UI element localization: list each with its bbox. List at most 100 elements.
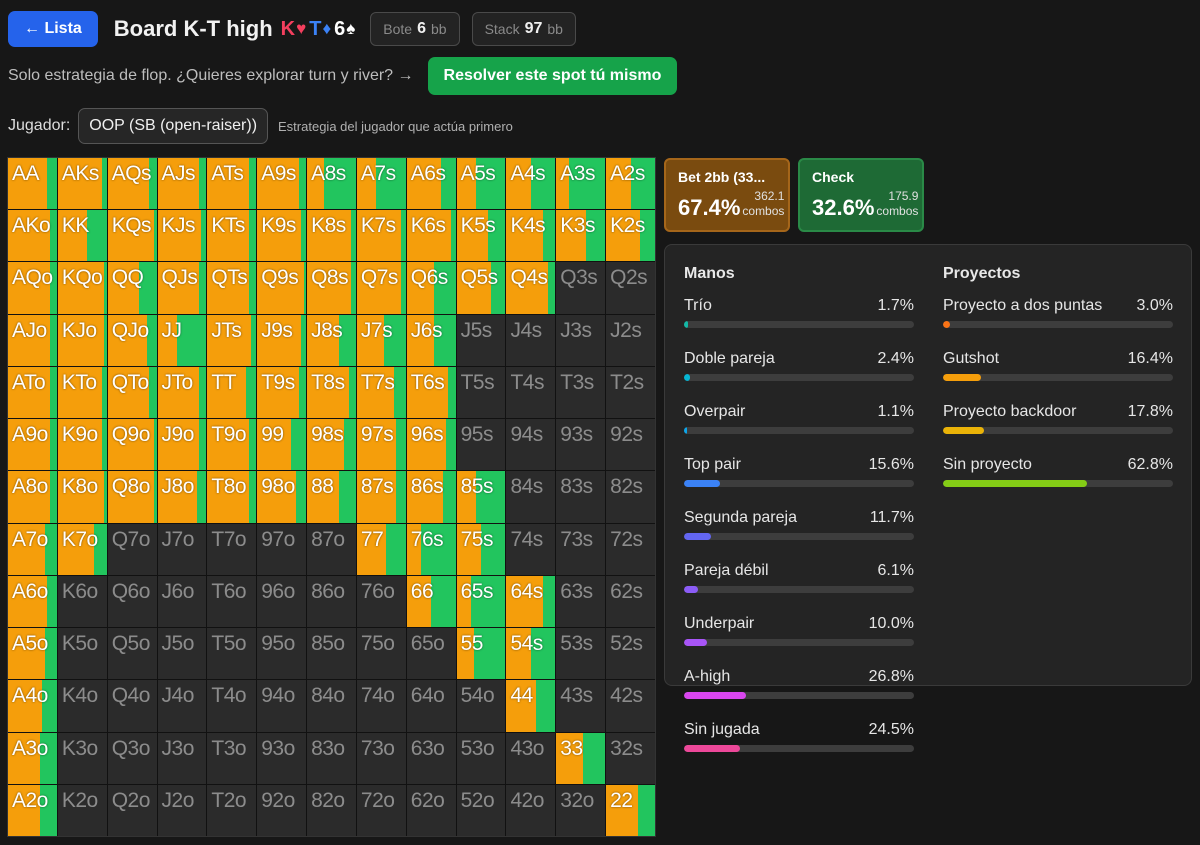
hand-cell[interactable]: J5o xyxy=(157,628,207,680)
hand-cell[interactable]: 64o xyxy=(406,680,456,732)
hand-cell[interactable]: J6o xyxy=(157,575,207,628)
hand-cell[interactable]: K3o xyxy=(57,732,107,784)
hand-cell[interactable]: Q9o xyxy=(107,419,157,471)
hand-cell[interactable]: 86o xyxy=(307,575,356,628)
hand-cell[interactable]: KJs xyxy=(157,210,207,262)
hand-cell[interactable]: KTo xyxy=(57,366,107,419)
hand-cell[interactable]: 73s xyxy=(556,523,606,575)
solve-spot-button[interactable]: Resolver este spot tú mismo xyxy=(427,57,678,95)
hand-cell[interactable]: 55 xyxy=(456,628,506,680)
hand-cell[interactable]: 53o xyxy=(456,732,506,784)
hand-cell[interactable]: 53s xyxy=(556,628,606,680)
hand-cell[interactable]: 87o xyxy=(307,523,356,575)
hand-cell[interactable]: Q7o xyxy=(107,523,157,575)
hand-cell[interactable]: A4s xyxy=(506,158,556,210)
hand-cell[interactable]: T5s xyxy=(456,366,506,419)
hand-cell[interactable]: 63s xyxy=(556,575,606,628)
hand-cell[interactable]: JTo xyxy=(157,366,207,419)
hand-cell[interactable]: T8o xyxy=(207,471,257,523)
hand-cell[interactable]: A4o xyxy=(8,680,57,732)
hand-cell[interactable]: A5o xyxy=(8,628,57,680)
hand-cell[interactable]: 72s xyxy=(606,523,655,575)
hand-cell[interactable]: Q6o xyxy=(107,575,157,628)
hand-cell[interactable]: 64s xyxy=(506,575,556,628)
hand-cell[interactable]: J8s xyxy=(307,314,356,366)
hand-cell[interactable]: 33 xyxy=(556,732,606,784)
hand-cell[interactable]: 43s xyxy=(556,680,606,732)
hand-cell[interactable]: T4s xyxy=(506,366,556,419)
hand-cell[interactable]: JTs xyxy=(207,314,257,366)
hand-cell[interactable]: 76o xyxy=(356,575,406,628)
hand-cell[interactable]: Q8o xyxy=(107,471,157,523)
hand-cell[interactable]: KQo xyxy=(57,262,107,314)
hand-cell[interactable]: ATs xyxy=(207,158,257,210)
hand-cell[interactable]: AKo xyxy=(8,210,57,262)
hand-cell[interactable]: QQ xyxy=(107,262,157,314)
hand-cell[interactable]: 95o xyxy=(257,628,307,680)
hand-cell[interactable]: J2s xyxy=(606,314,655,366)
hand-cell[interactable]: 82s xyxy=(606,471,655,523)
hand-cell[interactable]: A2o xyxy=(8,784,57,836)
hand-cell[interactable]: 83o xyxy=(307,732,356,784)
hand-cell[interactable]: T7o xyxy=(207,523,257,575)
hand-cell[interactable]: KK xyxy=(57,210,107,262)
hand-cell[interactable]: T7s xyxy=(356,366,406,419)
hand-cell[interactable]: 63o xyxy=(406,732,456,784)
hand-cell[interactable]: T4o xyxy=(207,680,257,732)
hand-cell[interactable]: K2s xyxy=(606,210,655,262)
hand-cell[interactable]: J3s xyxy=(556,314,606,366)
hand-cell[interactable]: 88 xyxy=(307,471,356,523)
hand-cell[interactable]: A5s xyxy=(456,158,506,210)
hand-cell[interactable]: 98o xyxy=(257,471,307,523)
hand-cell[interactable]: K6o xyxy=(57,575,107,628)
player-select[interactable]: OOP (SB (open-raiser)) xyxy=(78,108,269,144)
hand-cell[interactable]: 62o xyxy=(406,784,456,836)
hand-cell[interactable]: T2s xyxy=(606,366,655,419)
hand-cell[interactable]: K5s xyxy=(456,210,506,262)
hand-cell[interactable]: A9o xyxy=(8,419,57,471)
hand-cell[interactable]: 99 xyxy=(257,419,307,471)
hand-cell[interactable]: J6s xyxy=(406,314,456,366)
hand-cell[interactable]: 73o xyxy=(356,732,406,784)
hand-cell[interactable]: K7s xyxy=(356,210,406,262)
hand-cell[interactable]: A6s xyxy=(406,158,456,210)
hand-cell[interactable]: 92o xyxy=(257,784,307,836)
hand-cell[interactable]: AQo xyxy=(8,262,57,314)
hand-cell[interactable]: 93o xyxy=(257,732,307,784)
hand-cell[interactable]: 72o xyxy=(356,784,406,836)
hand-cell[interactable]: 94s xyxy=(506,419,556,471)
hand-cell[interactable]: 96s xyxy=(406,419,456,471)
hand-cell[interactable]: K4o xyxy=(57,680,107,732)
hand-cell[interactable]: 66 xyxy=(406,575,456,628)
hand-cell[interactable]: 42s xyxy=(606,680,655,732)
hand-cell[interactable]: 54s xyxy=(506,628,556,680)
hand-cell[interactable]: 62s xyxy=(606,575,655,628)
hand-cell[interactable]: J9s xyxy=(257,314,307,366)
hand-cell[interactable]: K4s xyxy=(506,210,556,262)
hand-cell[interactable]: A3o xyxy=(8,732,57,784)
hand-cell[interactable]: 95s xyxy=(456,419,506,471)
hand-cell[interactable]: 52s xyxy=(606,628,655,680)
action-card-check[interactable]: Check 32.6% 175.9 combos xyxy=(798,158,924,232)
hand-cell[interactable]: T9o xyxy=(207,419,257,471)
hand-cell[interactable]: A8o xyxy=(8,471,57,523)
hand-cell[interactable]: 44 xyxy=(506,680,556,732)
action-card-bet[interactable]: Bet 2bb (33... 67.4% 362.1 combos xyxy=(664,158,790,232)
hand-cell[interactable]: 84s xyxy=(506,471,556,523)
hand-cell[interactable]: A7s xyxy=(356,158,406,210)
hand-cell[interactable]: Q2s xyxy=(606,262,655,314)
hand-cell[interactable]: K6s xyxy=(406,210,456,262)
hand-cell[interactable]: JJ xyxy=(157,314,207,366)
hand-cell[interactable]: Q4o xyxy=(107,680,157,732)
hand-cell[interactable]: J3o xyxy=(157,732,207,784)
hand-cell[interactable]: 75s xyxy=(456,523,506,575)
hand-cell[interactable]: T3s xyxy=(556,366,606,419)
hand-cell[interactable]: Q5o xyxy=(107,628,157,680)
hand-cell[interactable]: KTs xyxy=(207,210,257,262)
hand-cell[interactable]: AJs xyxy=(157,158,207,210)
hand-cell[interactable]: 54o xyxy=(456,680,506,732)
hand-cell[interactable]: J2o xyxy=(157,784,207,836)
hand-cell[interactable]: KJo xyxy=(57,314,107,366)
hand-cell[interactable]: Q9s xyxy=(257,262,307,314)
hand-cell[interactable]: 74s xyxy=(506,523,556,575)
